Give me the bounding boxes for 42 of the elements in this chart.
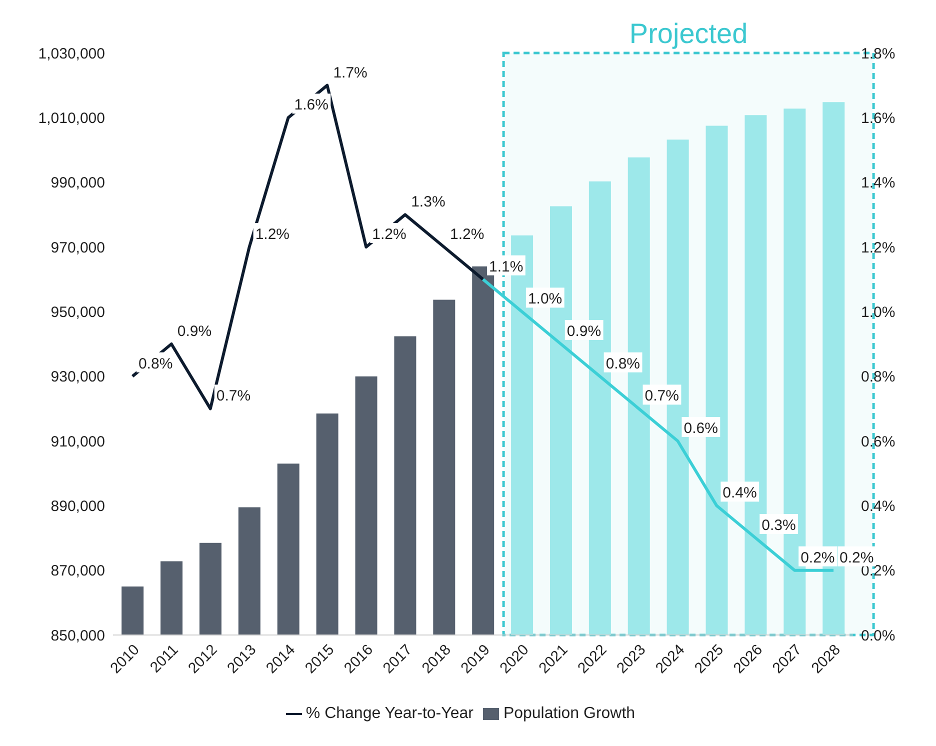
y-tick-label: 950,000: [50, 304, 105, 321]
data-label: 1.0%: [528, 290, 562, 308]
y-tick-label: 990,000: [50, 174, 105, 192]
line-series: [482, 278, 836, 572]
data-label: 1.2%: [255, 226, 290, 243]
y2-tick-label: 0.4%: [861, 498, 896, 515]
data-label: 1.2%: [450, 226, 484, 243]
y-tick-label: 1,010,000: [38, 110, 105, 127]
y2-tick-label: 0.8%: [861, 368, 896, 386]
data-label: 0.2%: [840, 549, 874, 566]
data-label: 1.6%: [294, 96, 328, 114]
band-label: Projected: [629, 18, 748, 49]
data-label: 0.7%: [216, 388, 251, 405]
data-label: 0.2%: [800, 549, 835, 566]
y2-tick-label: 1.2%: [861, 239, 896, 256]
data-label: 0.8%: [138, 355, 173, 372]
data-label: 0.7%: [644, 388, 679, 405]
data-label: 1.2%: [372, 226, 406, 243]
data-label: 0.3%: [762, 517, 796, 534]
legend-label: Population Growth: [503, 705, 636, 722]
data-label: 0.9%: [566, 323, 602, 340]
y-tick-label: 970,000: [50, 239, 105, 256]
data-label: 1.7%: [333, 64, 368, 82]
y2-tick-label: 0.0%: [861, 627, 896, 644]
data-label: 1.3%: [411, 194, 446, 211]
y-tick-label: 930,000: [50, 368, 105, 386]
data-label: 0.9%: [177, 323, 212, 340]
y2-tick-label: 1.8%: [861, 45, 896, 62]
data-label: 0.8%: [606, 355, 640, 372]
data-label: 0.6%: [684, 420, 718, 437]
y2-tick-label: 1.6%: [861, 110, 896, 127]
y2-tick-label: 1.0%: [861, 304, 896, 321]
y-tick-label: 910,000: [50, 433, 105, 450]
y2-tick-label: 1.4%: [861, 174, 896, 192]
y2-tick-label: 0.6%: [861, 433, 896, 450]
y-tick-label: 1,030,000: [38, 45, 105, 62]
y-tick-label: 850,000: [50, 627, 105, 644]
data-label: 0.4%: [722, 484, 757, 502]
y-tick-label: 890,000: [50, 498, 105, 515]
data-label: 1.1%: [489, 258, 524, 276]
legend-label: % Change Year-to-Year: [306, 705, 474, 722]
y-tick-label: 870,000: [50, 562, 105, 580]
